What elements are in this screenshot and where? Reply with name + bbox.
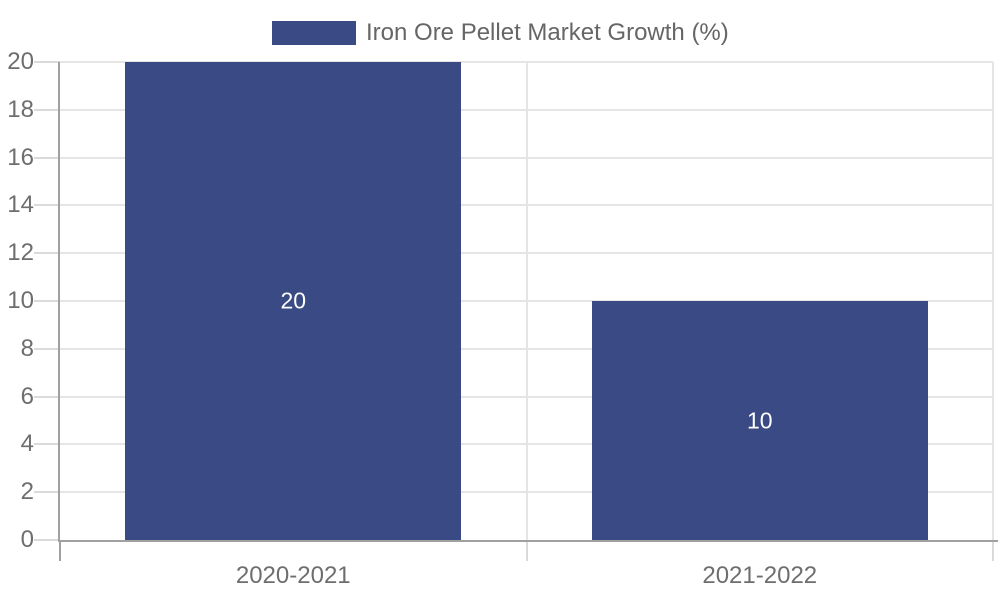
y-tick-label: 14	[7, 191, 34, 219]
y-tick	[34, 539, 60, 541]
y-tick	[34, 252, 60, 255]
y-tick-label: 6	[20, 382, 34, 410]
x-axis-line	[58, 540, 998, 542]
y-tick	[34, 156, 60, 159]
y-tick	[34, 443, 60, 446]
x-category-label: 2021-2022	[702, 562, 818, 589]
y-tick-label: 2	[20, 478, 34, 506]
x-category-label: 2020-2021	[235, 562, 351, 589]
y-tick	[34, 108, 60, 111]
y-tick	[34, 61, 60, 63]
legend: Iron Ore Pellet Market Growth (%)	[272, 19, 729, 47]
y-tick-label: 0	[20, 526, 34, 553]
bar-value-label: 20	[280, 287, 307, 314]
x-tick	[525, 540, 528, 561]
y-tick	[34, 491, 60, 494]
bar	[592, 301, 928, 540]
bar-value-label: 10	[746, 407, 773, 433]
y-tick-label: 4	[20, 430, 34, 458]
y-tick	[34, 347, 60, 350]
legend-swatch	[272, 21, 356, 45]
y-axis-line	[58, 62, 60, 540]
y-tick	[34, 204, 60, 207]
legend-label: Iron Ore Pellet Market Growth (%)	[366, 19, 729, 46]
x-tick	[59, 540, 61, 561]
y-tick-label: 12	[7, 239, 34, 267]
y-tick	[34, 300, 60, 302]
y-tick-label: 16	[7, 143, 34, 171]
category-divider	[525, 62, 528, 540]
y-tick-label: 10	[7, 287, 34, 314]
x-tick	[992, 540, 994, 561]
y-tick-label: 18	[7, 95, 34, 123]
y-tick-label: 8	[20, 334, 34, 362]
bar	[125, 62, 461, 540]
y-tick-label: 20	[7, 48, 34, 75]
plot-right-border	[992, 62, 994, 540]
y-tick	[34, 395, 60, 398]
